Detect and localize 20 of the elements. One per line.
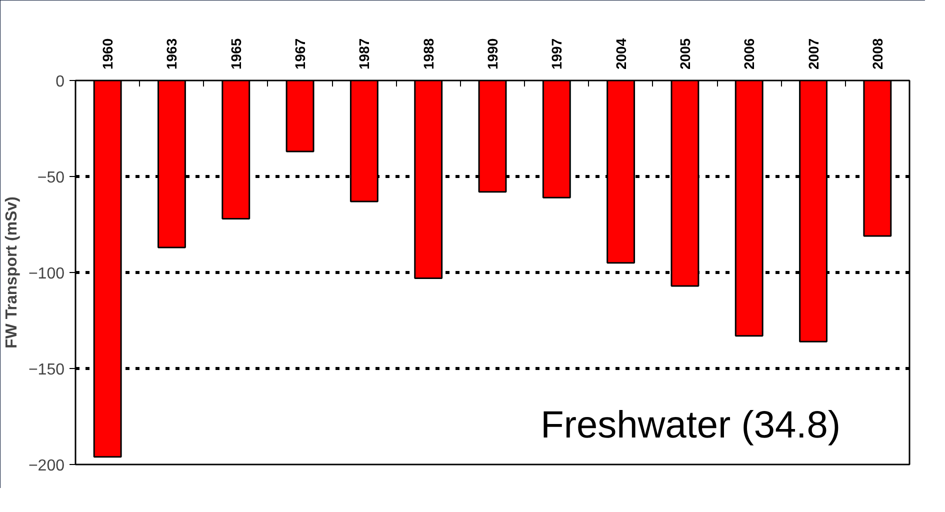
x-tick-label: 2008 [869, 38, 886, 70]
x-tick-label: 1965 [228, 38, 244, 70]
y-tick-label: −50 [37, 170, 65, 186]
y-tick-label: 0 [56, 74, 65, 90]
x-tick-label: 1967 [292, 38, 308, 70]
x-tick-label: 2006 [741, 38, 758, 70]
x-tick-label: 1997 [548, 38, 565, 70]
y-tick-label: −150 [28, 362, 65, 378]
x-tick-label: 1987 [356, 38, 372, 70]
x-tick-label: 1990 [484, 38, 500, 70]
y-tick-label: −200 [28, 458, 65, 474]
x-tick-label: 1963 [164, 38, 180, 70]
annotation: Freshwater (34.8) [540, 404, 841, 446]
x-tick-label: 1988 [420, 38, 436, 70]
y-axis-title: FW Transport (mSv) [3, 196, 20, 349]
x-tick-label: 1960 [100, 38, 116, 70]
x-tick-label: 2007 [805, 38, 822, 70]
x-tick-label: 2005 [676, 38, 693, 70]
y-tick-label: −100 [28, 266, 65, 282]
x-tick-label: 2004 [612, 38, 629, 70]
